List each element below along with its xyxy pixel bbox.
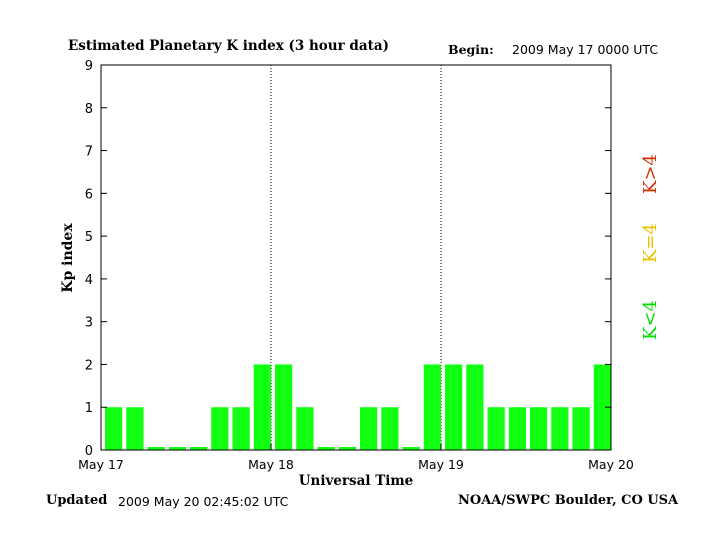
updated-label: Updated <box>46 493 108 508</box>
y-tick-label: 1 <box>85 401 93 416</box>
kp-bar <box>211 407 229 450</box>
y-tick-label: 7 <box>85 145 93 160</box>
y-tick-label: 3 <box>85 316 93 331</box>
ticks-group: 0 1 2 3 4 5 6 7 8 9 May 17 May 18 May 19 May 20 <box>78 59 634 472</box>
legend: K<4 K=4 K>4 <box>640 154 661 340</box>
kp-bar <box>423 364 441 450</box>
legend-item: K>4 <box>640 154 661 194</box>
y-tick-label: 2 <box>85 358 93 373</box>
kp-bar <box>126 407 144 450</box>
updated-value: 2009 May 20 02:45:02 UTC <box>118 494 289 509</box>
kp-bar <box>530 407 548 450</box>
legend-item: K=4 <box>640 223 661 263</box>
legend-item: K<4 <box>640 300 661 340</box>
kp-bar <box>147 447 165 450</box>
kp-bar <box>105 407 123 450</box>
plot-frame <box>100 64 612 451</box>
kp-bar <box>338 447 356 450</box>
kp-bar <box>381 407 399 450</box>
y-tick-label: 5 <box>85 230 93 245</box>
bars-group <box>105 364 611 450</box>
kp-bar <box>253 364 271 450</box>
y-tick-label: 8 <box>85 102 93 117</box>
kp-bar <box>275 364 293 450</box>
y-tick-label: 4 <box>85 273 93 288</box>
y-axis-label: Kp index <box>60 223 76 293</box>
x-tick-label: May 17 <box>78 457 124 472</box>
chart-title: Estimated Planetary K index (3 hour data… <box>68 38 389 54</box>
x-axis-label: Universal Time <box>299 473 414 489</box>
x-tick-label: May 18 <box>248 457 294 472</box>
kp-bar <box>508 407 526 450</box>
plot-area <box>270 65 442 450</box>
kp-bar <box>445 364 463 450</box>
y-tick-label: 0 <box>85 444 93 459</box>
source-credit: NOAA/SWPC Boulder, CO USA <box>458 493 679 508</box>
kp-bar <box>168 447 186 450</box>
kp-bar <box>190 447 208 450</box>
x-tick-label: May 19 <box>418 457 464 472</box>
kp-bar <box>466 364 484 450</box>
kp-bar <box>593 364 611 450</box>
y-tick-label: 6 <box>85 187 93 202</box>
begin-label: Begin: <box>448 42 494 57</box>
kp-bar <box>232 407 250 450</box>
kp-bar <box>551 407 569 450</box>
kp-bar <box>317 447 335 450</box>
x-tick-label: May 20 <box>588 457 634 472</box>
kp-bar <box>487 407 505 450</box>
y-tick-label: 9 <box>85 59 93 74</box>
kp-bar <box>572 407 590 450</box>
kp-bar <box>360 407 378 450</box>
kp-bar <box>402 447 420 450</box>
kp-bar <box>296 407 314 450</box>
begin-value: 2009 May 17 0000 UTC <box>512 42 659 57</box>
